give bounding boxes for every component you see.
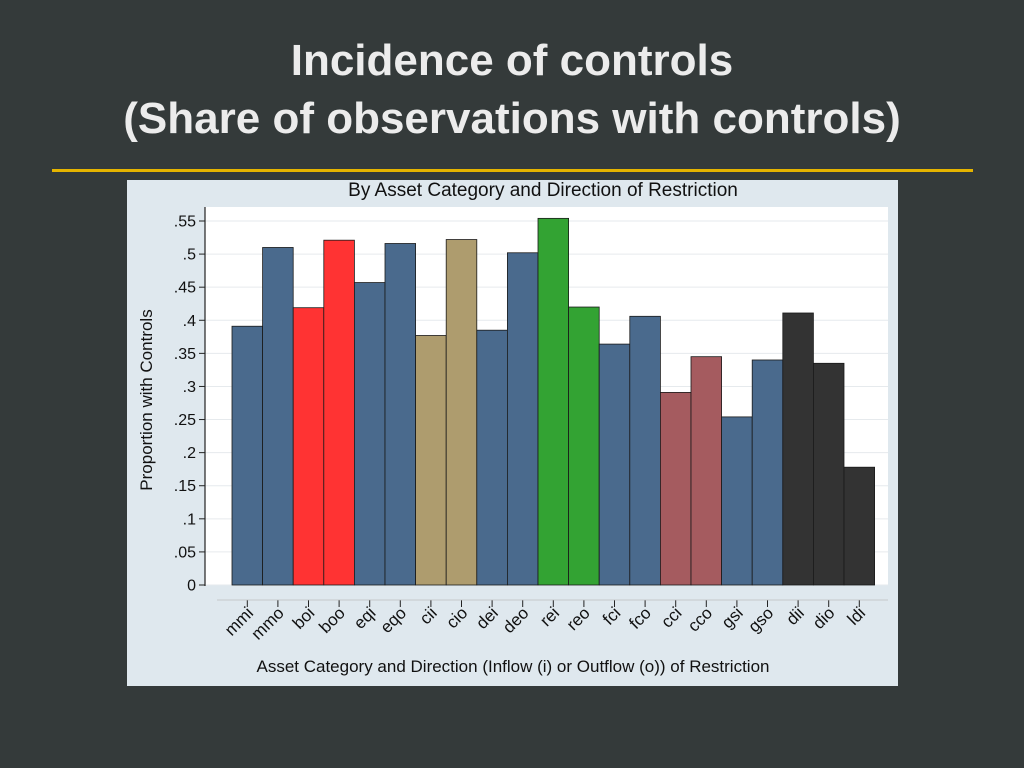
x-tick-label: eqi [350, 603, 379, 632]
x-tick-label: cci [657, 603, 685, 631]
y-tick-label: .25 [174, 412, 196, 429]
bar-cio [445, 239, 478, 586]
bar-mmi [231, 325, 264, 586]
bar-dei [476, 329, 508, 586]
bar-boo [323, 239, 355, 586]
x-tick-label: deo [499, 603, 532, 636]
x-tick-label: ldi [844, 603, 869, 628]
x-tick-label: eqo [377, 603, 410, 636]
bar-cii [415, 335, 447, 586]
bar-chart: By Asset Category and Direction of Restr… [137, 180, 888, 676]
y-tick-label: .55 [174, 214, 196, 231]
y-axis: 0 .05 .1 .15 .2 .25 .3 .35 .4 .45 .5 .55 [174, 207, 206, 595]
x-tick-label: mmo [248, 603, 288, 643]
y-tick-label: .35 [174, 346, 196, 363]
y-tick-label: 0 [187, 578, 196, 595]
bar-deo [506, 252, 539, 586]
x-tick-label: cco [684, 603, 716, 635]
x-tick-label: reo [563, 603, 594, 634]
x-tick-label: boo [315, 603, 348, 636]
bar-dio [813, 362, 845, 586]
y-tick-label: .3 [183, 379, 196, 396]
bar-cci [660, 392, 692, 586]
slide-title-line-1: Incidence of controls [290, 36, 734, 85]
y-tick-label: .2 [183, 445, 196, 462]
chart-title: By Asset Category and Direction of Restr… [348, 180, 738, 201]
bar-fci [598, 343, 631, 586]
y-tick-label: .45 [174, 280, 196, 297]
x-tick-label: boi [289, 603, 318, 632]
y-axis-label: Proportion with Controls [137, 309, 156, 490]
bar-gso [751, 359, 784, 586]
bar-rei [537, 217, 570, 586]
chart-panel: By Asset Category and Direction of Restr… [127, 180, 898, 686]
x-tick-label: dei [472, 603, 501, 632]
bar-gsi [721, 416, 753, 586]
y-tick-label: .05 [174, 544, 196, 561]
y-tick-label: .5 [183, 247, 196, 264]
bar-reo [568, 306, 600, 586]
bar-boi [292, 307, 325, 586]
bar-eqo [384, 243, 417, 586]
y-tick-label: .15 [174, 478, 196, 495]
title-divider [52, 169, 973, 172]
x-tick-label: gsi [718, 603, 747, 632]
x-tick-label: dio [809, 603, 838, 632]
x-tick-label: cio [443, 603, 472, 632]
x-tick-label: rei [536, 603, 563, 630]
bar-ldi [843, 466, 876, 586]
bar-fco [629, 315, 661, 586]
y-tick-label: .1 [183, 511, 196, 528]
x-tick-label: fci [599, 603, 624, 628]
x-tick-label: gso [745, 603, 778, 636]
x-tick-label: fco [625, 603, 654, 632]
x-tick-label: cii [416, 603, 441, 628]
bar-eqi [353, 282, 386, 586]
bars [231, 217, 876, 586]
y-tick-label: .4 [183, 313, 196, 330]
bar-mmo [262, 247, 294, 586]
bar-cco [690, 356, 723, 586]
slide-title-line-2: (Share of observations with controls) [123, 94, 901, 143]
bar-dii [782, 312, 814, 586]
slide-title: Incidence of controls (Share of observat… [0, 32, 1024, 148]
x-axis-label: Asset Category and Direction (Inflow (i)… [256, 657, 769, 676]
x-tick-label: dii [782, 603, 807, 628]
